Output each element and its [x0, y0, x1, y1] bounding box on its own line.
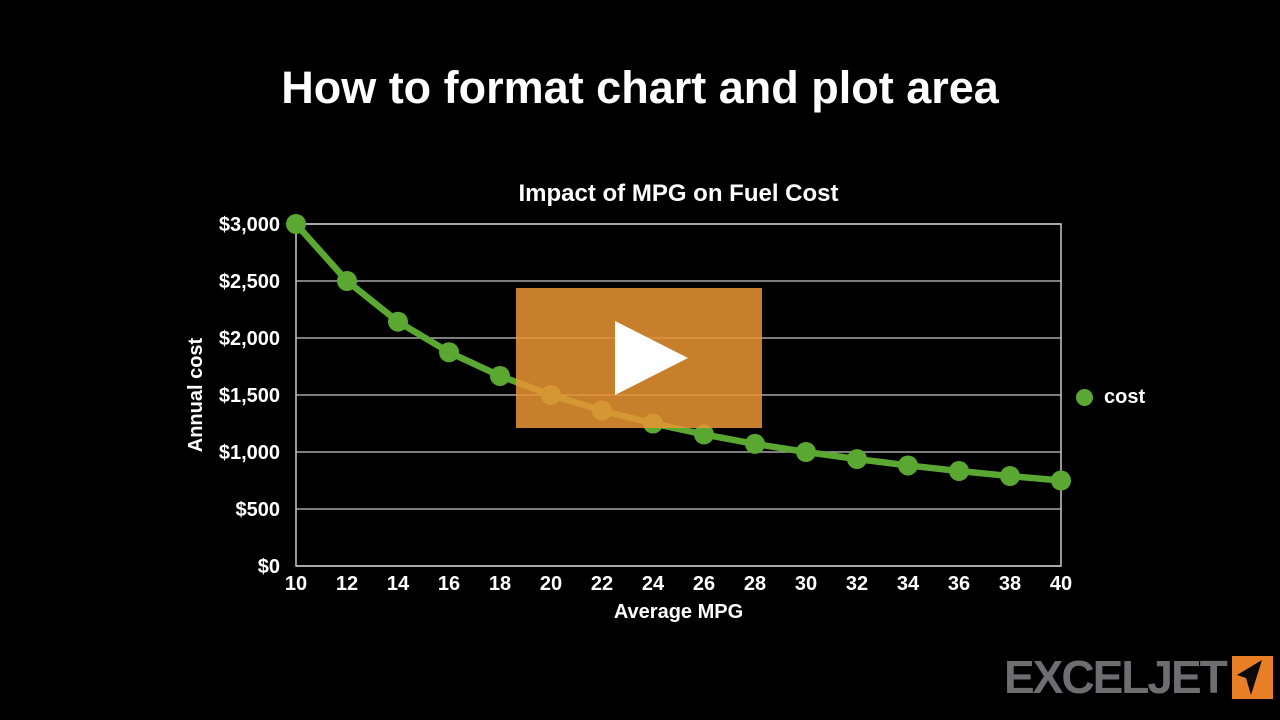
y-tick-label: $2,500: [219, 271, 280, 293]
y-tick-label: $1,000: [219, 442, 280, 464]
data-point-marker: [388, 311, 408, 332]
data-point-marker: [949, 461, 969, 482]
logo-plane-glyph: [1236, 659, 1262, 695]
data-point-marker: [796, 442, 816, 462]
data-point-marker: [694, 424, 714, 445]
data-point-marker: [439, 342, 459, 363]
x-tick-label: 36: [948, 573, 970, 595]
x-tick-label: 12: [336, 573, 358, 595]
cost-series-line: [293, 221, 1062, 484]
y-tick-label: $500: [236, 499, 281, 521]
x-tick-label: 38: [999, 573, 1021, 595]
chart-legend: cost: [1076, 386, 1145, 409]
x-tick-label: 10: [285, 573, 307, 595]
logo-text: EXCELJET: [1004, 651, 1228, 703]
y-tick-label: $1,500: [219, 385, 280, 407]
legend-marker-icon: [1076, 389, 1093, 406]
y-tick-label: $0: [258, 556, 280, 578]
x-tick-label: 40: [1050, 573, 1072, 595]
exceljet-logo: EXCELJET: [1004, 654, 1273, 700]
video-title: How to format chart and plot area: [281, 62, 999, 113]
x-tick-label: 16: [438, 573, 460, 595]
x-tick-label: 14: [387, 573, 410, 595]
x-tick-label: 22: [591, 573, 613, 595]
x-tick-label: 28: [744, 573, 766, 595]
data-point-marker: [490, 365, 510, 386]
chart-title: Impact of MPG on Fuel Cost: [518, 180, 838, 207]
data-point-marker: [745, 433, 765, 454]
data-point-marker: [898, 455, 918, 476]
y-tick-label: $2,000: [219, 328, 280, 350]
x-tick-label: 20: [540, 573, 562, 595]
play-icon: [615, 321, 688, 395]
x-tick-label: 26: [693, 573, 715, 595]
y-axis-title: Annual cost: [185, 337, 207, 452]
x-axis-title: Average MPG: [614, 601, 743, 623]
data-point-marker: [1000, 466, 1020, 487]
x-tick-label: 18: [489, 573, 511, 595]
plot-area-border: [295, 223, 1062, 567]
data-point-marker: [847, 449, 867, 470]
y-tick-label: $3,000: [219, 214, 280, 236]
paper-plane-icon: [1231, 655, 1273, 699]
x-tick-label: 30: [795, 573, 817, 595]
legend-label: cost: [1104, 386, 1146, 408]
x-tick-label: 24: [642, 573, 665, 595]
data-point-marker: [337, 271, 357, 291]
x-tick-label: 32: [846, 573, 868, 595]
video-play-overlay[interactable]: [516, 288, 762, 428]
data-point-marker: [286, 214, 306, 234]
data-point-marker: [1051, 470, 1071, 491]
x-tick-label: 34: [897, 573, 920, 595]
